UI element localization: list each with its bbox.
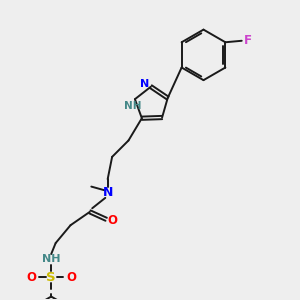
Text: F: F [244,34,252,47]
Text: O: O [26,271,36,284]
Text: S: S [46,271,56,284]
Text: N: N [140,79,149,89]
Text: NH: NH [124,101,141,111]
Text: O: O [107,214,117,227]
Text: N: N [103,186,113,199]
Text: O: O [66,271,76,284]
Text: NH: NH [42,254,60,264]
